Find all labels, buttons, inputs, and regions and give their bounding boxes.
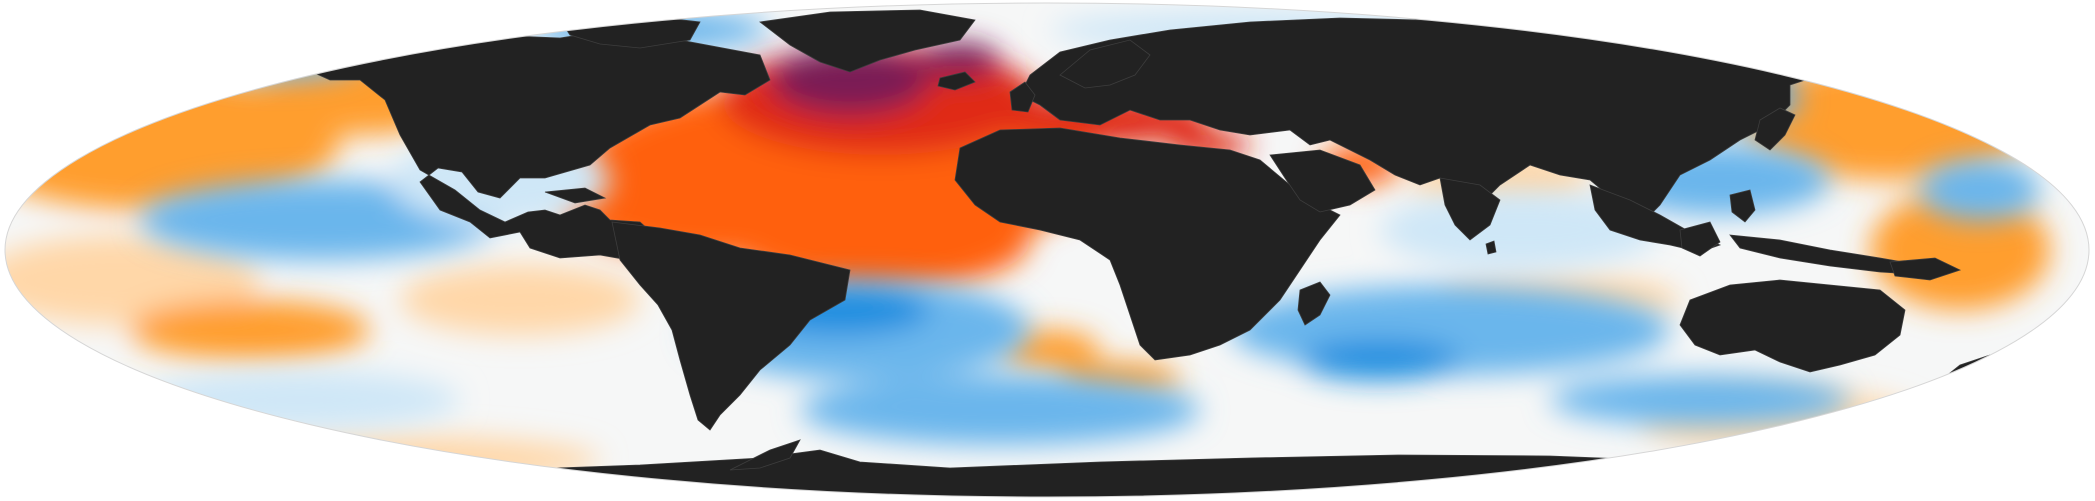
british-isles — [1009, 81, 1036, 113]
warm-anomaly-patch — [1870, 190, 2050, 310]
sri-lanka — [1485, 240, 1497, 255]
extreme-anomaly-patch — [770, 45, 930, 115]
cool-anomaly-layer — [140, 10, 2040, 445]
india — [1439, 177, 1501, 241]
warm-light-anomaly-patch — [160, 435, 600, 485]
australia — [1679, 279, 1906, 373]
warm-light-anomaly-patch — [400, 265, 640, 335]
warm-light-anomaly-patch — [5, 235, 260, 325]
new-guinea — [1889, 257, 1962, 281]
cool-light-anomaly-patch — [140, 370, 460, 430]
africa — [954, 127, 1341, 361]
cool-anomaly-patch — [1550, 375, 1850, 425]
globe-outline — [4, 2, 2090, 498]
greenland — [759, 9, 976, 73]
cool-anomaly-patch — [1920, 160, 2040, 220]
warm-anomaly-patch — [130, 300, 370, 360]
philippines — [1729, 189, 1756, 223]
madagascar — [1297, 281, 1331, 326]
antarctic-peninsula — [729, 439, 801, 471]
iceland — [937, 71, 976, 91]
borneo — [1679, 221, 1721, 257]
arabia — [1269, 149, 1376, 213]
north-america — [288, 29, 771, 263]
cold-anomaly-patch — [1300, 340, 1460, 380]
cool-anomaly-patch — [800, 375, 1200, 445]
extreme-anomaly-patch — [920, 42, 1000, 78]
south-america — [611, 221, 851, 431]
japan — [1754, 107, 1796, 151]
cuba — [544, 187, 607, 204]
scandinavia — [1059, 39, 1151, 89]
